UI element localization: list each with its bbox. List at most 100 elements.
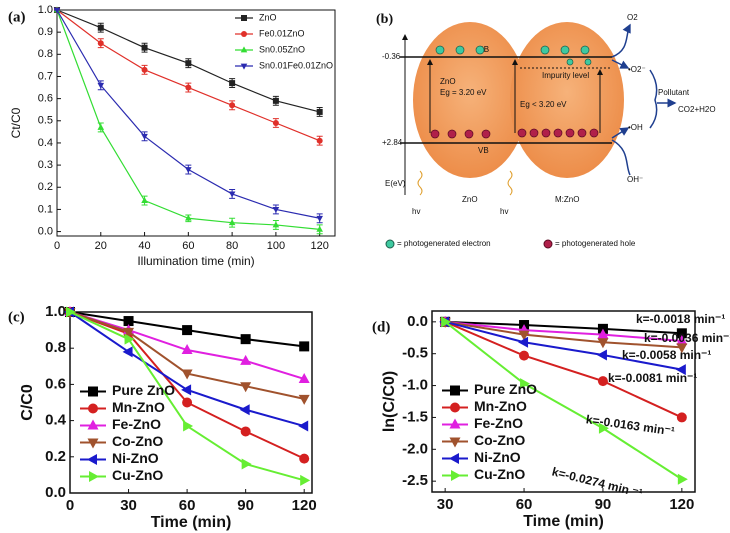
y-tick-label: 0.0 [407, 313, 428, 330]
legend-label: Fe0.01ZnO [259, 28, 305, 38]
x-tick-label: 30 [120, 497, 137, 514]
marker [298, 420, 309, 432]
marker [141, 44, 148, 51]
x-tick-label: 120 [669, 496, 694, 513]
products: CO2+H2O [678, 105, 716, 114]
marker [241, 458, 252, 470]
hydroxide: OH⁻ [627, 175, 643, 184]
y-tick-label: -1.0 [402, 377, 428, 394]
impurity-label: Impurity level [542, 71, 589, 80]
marker [316, 225, 323, 232]
chart: 30 60 90 120 -2.5 -2.0 -1.5 -1.0 -0.5 0.0 Time (mi… [372, 310, 730, 530]
vb-energy: +2.84 [382, 138, 403, 147]
marker [185, 60, 192, 67]
x-tick-label: 20 [95, 240, 107, 252]
zno-gap: Eg = 3.20 eV [440, 88, 487, 97]
panel-label: (d) [372, 319, 390, 335]
hole-legend: = photogenerated hole [555, 239, 636, 248]
marker [240, 354, 252, 365]
reduction-arrow [611, 59, 630, 69]
plot-frame [431, 310, 696, 493]
marker [122, 346, 133, 358]
vb-label: VB [478, 146, 489, 155]
oxidation-arrow [611, 127, 630, 139]
legend-label: Sn0.05ZnO [259, 44, 305, 54]
marker [240, 46, 248, 53]
marker [66, 306, 76, 318]
y-tick-label: 0.8 [38, 48, 53, 60]
x-tick-label: 120 [292, 497, 317, 514]
marker [676, 328, 687, 339]
marker [597, 328, 609, 339]
marker [97, 24, 104, 31]
y-tick-label: -2.5 [402, 472, 428, 489]
zno-particle [413, 22, 527, 178]
x-tick-label: 120 [310, 240, 328, 252]
marker [53, 7, 61, 14]
y-tick-label: 1.0 [38, 4, 53, 16]
x-axis-title: Illumination time (min) [137, 254, 254, 268]
marker [239, 404, 250, 416]
marker [185, 167, 192, 174]
marker [124, 333, 135, 345]
bracket [649, 69, 658, 129]
marker [300, 474, 311, 486]
y-tick-label: 0.7 [38, 70, 53, 82]
series-line [445, 320, 682, 335]
x-tick-label: 90 [237, 497, 254, 514]
panel-label: (b) [376, 12, 393, 27]
electron-key [385, 239, 395, 249]
x-tick-label: 100 [267, 240, 285, 252]
marker [240, 382, 252, 393]
marker [449, 453, 459, 464]
x-tick-label: 60 [182, 240, 194, 252]
y-tick-label: 0.0 [45, 484, 66, 501]
marker [141, 133, 148, 140]
marker [316, 215, 323, 222]
marker [97, 82, 105, 89]
marker [228, 191, 236, 198]
energy-axis-label: E(eV) [385, 179, 406, 188]
marker [240, 334, 251, 345]
marker [241, 31, 247, 37]
series-line [444, 320, 683, 371]
marker [677, 473, 688, 485]
plot-frame [56, 9, 336, 237]
marker [240, 63, 248, 70]
marker [141, 196, 148, 203]
marker [185, 214, 192, 221]
legend-label: Fe-ZnO [474, 415, 523, 431]
marker [97, 123, 105, 130]
y-axis-title: Ct/C0 [9, 107, 23, 138]
x-tick-label: 90 [595, 496, 612, 513]
marker [518, 330, 530, 341]
marker [88, 403, 98, 414]
mzno-name: M:ZnO [555, 195, 579, 204]
y-axis-title: C/C0 [19, 384, 36, 421]
light-label: hv [500, 207, 508, 216]
y-tick-label: -0.5 [402, 345, 428, 362]
marker [299, 453, 310, 464]
legend-label: Co-ZnO [474, 432, 525, 448]
marker [272, 97, 279, 104]
marker [441, 316, 452, 328]
marker [89, 471, 99, 482]
y-tick-label: 0.2 [38, 181, 53, 193]
marker [272, 221, 280, 228]
o2: O2 [627, 13, 638, 22]
marker [451, 470, 461, 481]
marker [675, 364, 686, 376]
panel-label: (a) [8, 9, 26, 25]
series-line [69, 311, 305, 482]
y-tick-label: 0.5 [38, 115, 53, 127]
x-tick-label: 0 [54, 240, 60, 252]
marker [97, 40, 104, 47]
marker [298, 394, 310, 405]
marker [272, 120, 279, 126]
x-axis-title: Time (min) [523, 513, 604, 530]
marker [241, 15, 247, 21]
legend-label: Fe-ZnO [112, 416, 161, 432]
marker [597, 376, 608, 387]
marker [676, 334, 688, 345]
